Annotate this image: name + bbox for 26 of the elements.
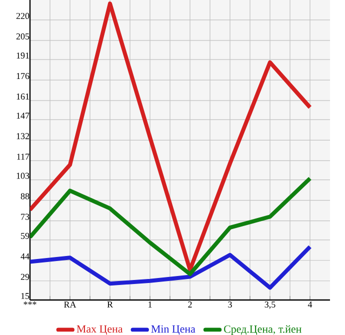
legend-label: Max Цена bbox=[76, 325, 123, 335]
x-tick-label: *** bbox=[24, 302, 36, 305]
x-tick-label: R bbox=[107, 302, 113, 308]
y-tick-label: 132 bbox=[16, 133, 29, 140]
x-tick-label: 1 bbox=[148, 302, 152, 308]
y-tick-label: 205 bbox=[16, 33, 30, 40]
x-tick-label: RA bbox=[64, 302, 76, 308]
y-tick-label: 117 bbox=[17, 154, 30, 160]
x-tick-label: 3,5 bbox=[264, 302, 276, 309]
y-tick-label: 103 bbox=[16, 172, 30, 179]
y-tick-label: 59 bbox=[21, 232, 30, 239]
y-tick-label: 29 bbox=[20, 274, 30, 280]
x-tick-label: 2 bbox=[188, 302, 192, 308]
y-tick-label: 88 bbox=[20, 193, 30, 200]
legend-label: Сред.Цена, т.йен bbox=[224, 325, 302, 335]
x-tick-label: 3 bbox=[228, 302, 232, 308]
y-tick-label: 176 bbox=[16, 73, 30, 80]
y-tick-label: 220 bbox=[16, 12, 30, 19]
y-tick-label: 191 bbox=[16, 52, 29, 59]
x-tick-label: 4 bbox=[308, 302, 312, 308]
y-tick-label: 147 bbox=[16, 112, 30, 119]
y-tick-label: 161 bbox=[16, 94, 29, 100]
y-tick-label: 73 bbox=[21, 214, 30, 220]
legend-label: Min Цена bbox=[151, 325, 196, 335]
y-tick-label: 44 bbox=[20, 253, 30, 260]
y-tick-label: 15 bbox=[21, 292, 30, 300]
